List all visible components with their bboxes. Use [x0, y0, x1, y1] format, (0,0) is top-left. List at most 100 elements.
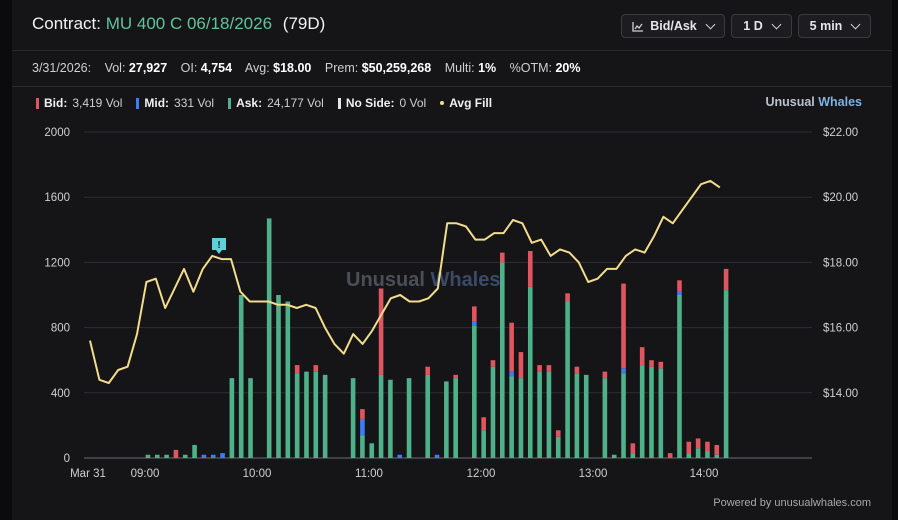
- mode-dropdown[interactable]: Bid/Ask: [621, 14, 725, 38]
- ask-bar: [583, 374, 589, 458]
- stats-bar: 3/31/2026: Vol: 27,927 OI: 4,754 Avg: $1…: [32, 61, 591, 75]
- divider: [12, 50, 892, 51]
- bid-bar: [714, 444, 720, 455]
- contract-symbol[interactable]: MU 400 C 06/18/2026: [105, 14, 273, 33]
- bid-bar: [518, 352, 524, 379]
- mid-bar: [472, 321, 477, 326]
- powered-by[interactable]: Powered by unusualwhales.com: [713, 497, 871, 509]
- line-chart-icon: [632, 21, 644, 32]
- bid-bar: [425, 366, 430, 375]
- legend-avg-fill[interactable]: Avg Fill: [440, 96, 492, 110]
- mid-swatch: [136, 97, 140, 109]
- stat-avg: Avg: $18.00: [244, 61, 312, 75]
- stat-oi: OI: 4,754: [180, 61, 233, 75]
- bid-bar: [667, 453, 673, 458]
- bid-bar: [527, 250, 533, 287]
- ask-bar: [406, 378, 412, 458]
- days-to-expiry: (79D): [282, 14, 326, 33]
- divider: [12, 86, 892, 87]
- mid-bar: [677, 291, 682, 295]
- y-tick-label: 2000: [44, 127, 70, 139]
- ask-bar: [518, 378, 524, 458]
- ask-bar: [714, 454, 720, 458]
- ask-bar: [164, 454, 169, 458]
- ask-bar: [425, 374, 430, 458]
- ask-bar: [294, 373, 300, 458]
- ask-bar: [388, 379, 393, 458]
- x-tick-label: 09:00: [131, 468, 160, 480]
- range-label: 1 D: [743, 19, 763, 33]
- ask-bar: [248, 378, 253, 458]
- ask-bar: [313, 371, 319, 458]
- y2-tick-label: $20.00: [823, 192, 858, 204]
- ask-bar: [565, 301, 570, 458]
- y2-tick-label: $22.00: [823, 127, 858, 139]
- legend-bid[interactable]: Bid: 3,419 Vol: [36, 96, 122, 110]
- ask-swatch: [228, 97, 232, 109]
- stat-prem: Prem: $50,259,268: [324, 61, 432, 75]
- ask-bar: [537, 371, 542, 458]
- svg-text:!: !: [217, 240, 220, 251]
- x-tick-label: 11:00: [355, 468, 383, 480]
- ask-bar: [378, 374, 384, 458]
- ask-bar: [630, 453, 636, 458]
- stat-date: 3/31/2026:: [32, 61, 92, 75]
- ask-bar: [602, 378, 608, 458]
- ask-bar: [658, 368, 664, 458]
- mid-bar: [201, 454, 207, 458]
- legend-ask[interactable]: Ask: 24,177 Vol: [228, 96, 324, 110]
- ask-bar: [276, 295, 281, 458]
- bid-bar: [555, 430, 561, 437]
- ask-bar: [500, 262, 505, 458]
- ask-bar: [481, 430, 486, 458]
- y2-tick-label: $18.00: [823, 257, 858, 269]
- ask-bar: [509, 376, 514, 458]
- range-dropdown[interactable]: 1 D: [731, 14, 792, 38]
- bid-bar: [378, 288, 384, 375]
- bid-bar: [686, 441, 692, 454]
- alert-marker[interactable]: !: [212, 238, 226, 254]
- legend-mid[interactable]: Mid: 331 Vol: [136, 96, 214, 110]
- contract-header: Contract: MU 400 C 06/18/2026 (79D): [32, 14, 325, 34]
- y-tick-label: 1600: [44, 192, 70, 204]
- bid-bar: [621, 283, 626, 369]
- ask-bar: [490, 366, 496, 458]
- ask-bar: [546, 371, 552, 458]
- mid-bar: [220, 453, 225, 458]
- bid-bar: [537, 365, 542, 372]
- contract-label: Contract:: [32, 14, 101, 33]
- x-tick-label: 13:00: [579, 468, 608, 480]
- stat-otm: %OTM: 20%: [509, 61, 581, 75]
- ask-bar: [695, 448, 701, 458]
- stat-multi: Multi: 1%: [444, 61, 497, 75]
- interval-label: 5 min: [809, 19, 843, 33]
- mid-bar: [397, 454, 403, 458]
- bid-bar: [500, 252, 505, 263]
- x-tick-label: 14:00: [690, 468, 719, 480]
- chart-legend: Bid: 3,419 Vol Mid: 331 Vol Ask: 24,177 Vol…: [36, 96, 492, 110]
- mid-bar: [434, 454, 440, 458]
- bid-bar: [313, 365, 319, 372]
- legend-no-side[interactable]: No Side: 0 Vol: [337, 96, 426, 110]
- ask-bar: [145, 454, 151, 458]
- ask-bar: [192, 444, 197, 458]
- ask-bar: [472, 325, 477, 458]
- y2-tick-label: $16.00: [823, 323, 858, 335]
- ask-bar: [444, 381, 449, 458]
- ask-bar: [677, 295, 682, 458]
- ask-bar: [238, 295, 244, 458]
- ask-bar: [611, 454, 617, 458]
- ask-bar: [304, 371, 309, 458]
- bid-bar: [639, 347, 645, 366]
- ask-bar: [574, 373, 580, 458]
- y2-tick-label: $14.00: [823, 388, 858, 400]
- x-tick-label: Mar 31: [70, 468, 106, 480]
- ask-bar: [453, 378, 458, 458]
- ask-bar: [360, 435, 365, 458]
- y-tick-label: 1200: [44, 257, 70, 269]
- bid-bar: [574, 366, 580, 374]
- ask-bar: [369, 443, 375, 458]
- ask-bar: [639, 365, 645, 458]
- interval-dropdown[interactable]: 5 min: [798, 14, 871, 38]
